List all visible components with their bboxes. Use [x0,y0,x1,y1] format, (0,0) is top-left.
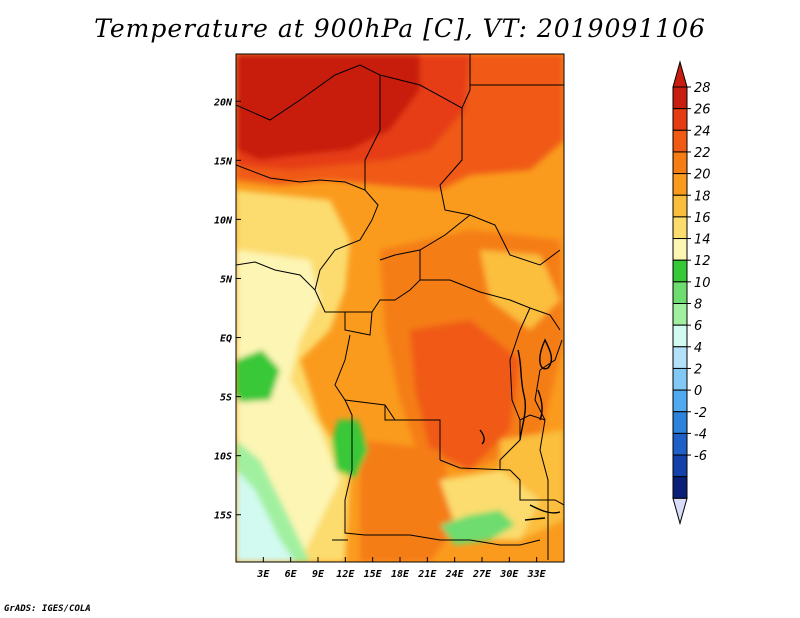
lon-tick-label: 33E [527,569,547,580]
colorbar-label: 28 [694,81,711,96]
colorbar-swatch [672,346,688,369]
lon-tick-label: 3E [256,569,270,580]
colorbar-swatch [672,389,688,413]
colorbar-label: 2 [694,362,702,377]
colorbar-swatch [672,454,688,478]
colorbar-label: 0 [694,384,702,399]
colorbar-swatch [672,259,688,283]
lat-tick-label: EQ [220,334,232,345]
colorbar-label: -2 [694,406,707,421]
lon-tick-label: 30E [499,569,519,580]
lat-tick-label: 5N [220,274,233,285]
lat-tick-label: 15S [214,511,232,522]
lat-tick-label: 20N [213,97,233,108]
lat-tick-label: 5S [220,393,232,404]
colorbar-label: -6 [694,449,707,464]
lat-tick-label: 15N [214,156,233,167]
colorbar-bottom-arrow [672,497,688,526]
colorbar-swatch [672,303,688,326]
lon-tick-label: 21E [417,569,437,580]
colorbar-label: 10 [694,276,711,291]
map-title: Temperature at 900hPa [C], VT: 201909110… [94,14,706,43]
colorbar-label: 22 [694,146,711,161]
country-boundaries [236,54,564,560]
colorbar-swatch [672,129,688,153]
latitude-axis: 20N 15N 10N 5N EQ 5S 10S 15S [213,97,241,522]
grads-credit: GrADS: IGES/COLA [4,604,91,614]
map-panel [236,54,564,562]
colorbar-label: 4 [694,341,702,356]
lon-tick-label: 15E [364,569,383,580]
colorbar-top-arrow [672,60,688,88]
colorbar-swatch [672,432,688,456]
colorbar-swatch [672,238,688,261]
colorbar-swatch [672,216,688,240]
colorbar-label: 8 [694,298,702,313]
colorbar-swatch [672,173,688,196]
colorbar-swatch [672,108,688,131]
colorbar-label: 14 [694,233,711,248]
lon-tick-label: 27E [472,569,492,580]
colorbar-label: 26 [694,103,711,118]
colorbar-swatch [672,324,688,348]
colorbar-swatch [672,151,688,175]
lon-tick-label: 9E [312,569,325,580]
colorbar-swatch [672,411,688,434]
colorbar-label: 20 [694,168,711,183]
lon-tick-label: 12E [336,569,355,580]
lon-tick-label: 24E [445,569,465,580]
lon-tick-label: 18E [391,569,410,580]
lat-tick-label: 10N [214,215,233,226]
lakes [479,338,561,521]
longitude-axis: 3E 6E 9E 12E 15E 18E 21E 24E 27E 30E 33E [256,557,547,580]
colorbar-swatch [672,281,688,305]
lat-tick-label: 10S [214,452,232,463]
colorbar-swatch [672,476,688,499]
colorbar-label: 6 [694,319,702,334]
colorbar-label: -4 [694,427,707,442]
colorbar-label: 12 [694,254,711,269]
colorbar-swatch [672,194,688,218]
colorbar-label: 18 [694,189,711,204]
colorbar-label: 24 [694,124,711,139]
lon-tick-label: 6E [285,569,298,580]
colorbar-label: 16 [694,211,711,226]
colorbar-swatch [672,367,688,391]
temperature-field [236,54,564,562]
colorbar-swatch [672,86,688,110]
